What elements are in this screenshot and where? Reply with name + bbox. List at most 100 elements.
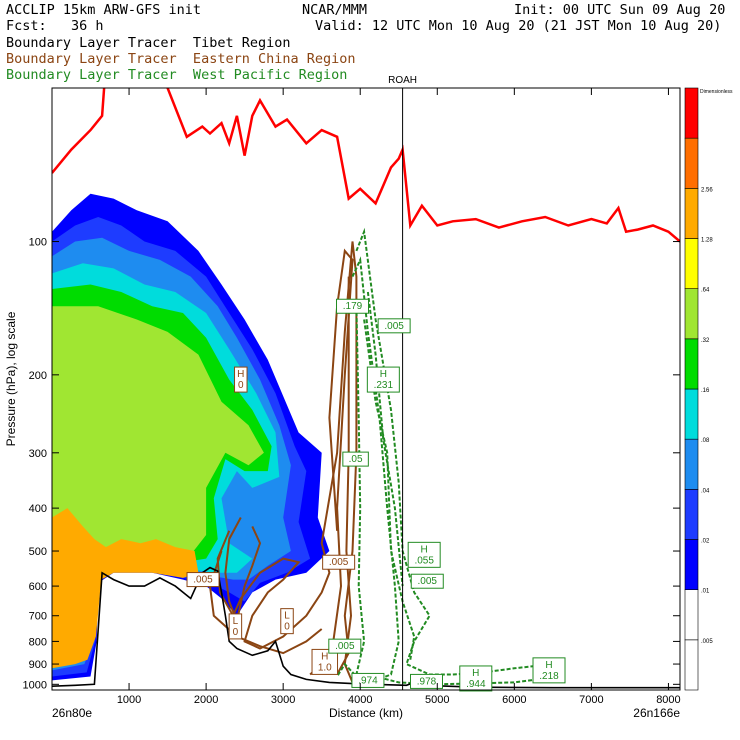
contour-label-text: .231 bbox=[374, 380, 394, 391]
x-tick-label: 4000 bbox=[348, 694, 372, 706]
contour-label-text: .055 bbox=[414, 555, 434, 566]
colorbar-segment bbox=[684, 137, 699, 189]
colorbar-segment bbox=[684, 288, 699, 340]
contour-label-text: .005 bbox=[418, 576, 438, 587]
x-tick-label: 3000 bbox=[271, 694, 295, 706]
contour-label-text: H bbox=[545, 660, 552, 671]
contour-label-1: L0 bbox=[228, 613, 243, 640]
contour-label-text: 0 bbox=[238, 380, 244, 391]
contour-label-text: H bbox=[421, 544, 428, 555]
x-start-label: 26n80e bbox=[52, 706, 92, 720]
tracer-legend-pacific: Boundary Layer Tracer West Pacific Regio… bbox=[6, 67, 348, 83]
field-level-6 bbox=[52, 508, 199, 669]
contour-label-9: .05 bbox=[342, 451, 369, 467]
tropopause bbox=[52, 88, 680, 243]
colorbar: .005 .01 .02 .04 .08 .16 .32 .64 1.28 2.56 Dimensi… bbox=[684, 87, 733, 691]
contour-label-text: 1.0 bbox=[318, 662, 332, 673]
contour-label-5: H1.0 bbox=[311, 648, 339, 675]
contour-label-text: L bbox=[284, 611, 290, 622]
marker-label: ROAH bbox=[388, 75, 417, 86]
x-axis-label: Distance (km) bbox=[329, 706, 403, 720]
x-tick-label: 8000 bbox=[656, 694, 680, 706]
y-tick-label: 700 bbox=[29, 611, 47, 623]
contour-label-text: H bbox=[380, 369, 387, 380]
contour-labels: H0L0L0.005.005H1.0.179.005H.231.05H.055.… bbox=[186, 298, 566, 692]
location-marker: ROAH bbox=[388, 75, 417, 690]
contour-label-13: .974 bbox=[351, 672, 385, 688]
contour-label-text: .179 bbox=[343, 301, 363, 312]
colorbar-label: 2.56 bbox=[701, 187, 713, 193]
contour-label-text: .005 bbox=[329, 557, 349, 568]
colorbar-segment bbox=[684, 489, 699, 540]
y-tick-label: 600 bbox=[29, 581, 47, 593]
valid-time: Valid: 12 UTC Mon 10 Aug 20 (21 JST Mon … bbox=[315, 18, 722, 34]
contour-label-text: .005 bbox=[335, 641, 355, 652]
contour-label-7: .005 bbox=[377, 318, 411, 334]
contour-label-8: H.231 bbox=[366, 366, 400, 393]
pacific-contour-4 bbox=[366, 291, 404, 587]
y-tick-label: 200 bbox=[29, 370, 47, 382]
y-tick-label: 1000 bbox=[23, 679, 47, 691]
y-tick-label: 400 bbox=[29, 503, 47, 515]
contour-label-text: H bbox=[321, 651, 328, 662]
colorbar-segment bbox=[684, 188, 699, 239]
institution-label: NCAR/MMM bbox=[302, 2, 368, 18]
colorbar-label: 1.28 bbox=[701, 238, 713, 244]
y-tick-label: 800 bbox=[29, 636, 47, 648]
x-tick-label: 1000 bbox=[117, 694, 141, 706]
colorbar-label: .32 bbox=[701, 338, 710, 344]
contour-label-11: .005 bbox=[410, 573, 444, 589]
contour-label-text: H bbox=[237, 369, 244, 380]
contour-label-0: H0 bbox=[234, 366, 248, 393]
contour-label-text: H bbox=[472, 668, 479, 679]
tracer-legend-china: Boundary Layer Tracer Eastern China Regi… bbox=[6, 51, 356, 67]
x-tick-label: 7000 bbox=[579, 694, 603, 706]
colorbar-label: .04 bbox=[701, 488, 710, 494]
y-axis-label: Pressure (hPa), log scale bbox=[4, 311, 18, 446]
contour-label-text: .218 bbox=[539, 671, 559, 682]
contour-label-6: .179 bbox=[336, 298, 370, 314]
colorbar-label: .01 bbox=[701, 589, 710, 595]
colorbar-segment bbox=[684, 438, 699, 490]
colorbar-segment bbox=[684, 639, 699, 691]
contour-label-15: H.944 bbox=[459, 665, 493, 692]
china-contour-3 bbox=[208, 550, 323, 655]
x-tick-label: 2000 bbox=[194, 694, 218, 706]
colorbar-segment bbox=[684, 539, 699, 590]
tracer-legend-tibet: Boundary Layer Tracer Tibet Region bbox=[6, 35, 291, 51]
init-time: Init: 00 UTC Sun 09 Aug 20 bbox=[514, 2, 726, 18]
contour-label-text: .05 bbox=[349, 454, 363, 465]
pacific-contour-3 bbox=[355, 306, 366, 675]
contour-label-text: L bbox=[233, 616, 239, 627]
terrain bbox=[52, 566, 680, 689]
contour-label-text: .944 bbox=[466, 679, 486, 690]
y-tick-label: 100 bbox=[29, 237, 47, 249]
contour-label-text: .005 bbox=[193, 575, 213, 586]
contour-label-4: .005 bbox=[322, 554, 356, 570]
contour-label-2: L0 bbox=[280, 608, 294, 635]
contour-label-text: 0 bbox=[284, 622, 290, 633]
colorbar-label: .02 bbox=[701, 539, 710, 545]
colorbar-title: Dimensionless bbox=[700, 89, 733, 95]
contour-label-3: .005 bbox=[186, 572, 220, 588]
forecast-hour: Fcst: 36 h bbox=[6, 18, 104, 34]
contour-label-text: 0 bbox=[233, 627, 239, 638]
colorbar-segment bbox=[684, 589, 699, 641]
contour-label-16: H.218 bbox=[532, 657, 566, 684]
contour-label-text: .974 bbox=[358, 675, 378, 686]
x-tick-label: 6000 bbox=[502, 694, 526, 706]
x-end-label: 26n166e bbox=[633, 706, 680, 720]
pacific-contour-0 bbox=[355, 227, 563, 686]
run-title: ACCLIP 15km ARW-GFS init bbox=[6, 2, 202, 18]
colorbar-segment bbox=[684, 238, 699, 289]
y-tick-label: 900 bbox=[29, 659, 47, 671]
colorbar-segment bbox=[684, 87, 699, 139]
x-tick-label: 5000 bbox=[425, 694, 449, 706]
china-contour-1 bbox=[216, 241, 358, 675]
contour-label-text: .005 bbox=[384, 321, 404, 332]
tibet-tracer-field bbox=[52, 193, 330, 681]
contour-label-text: .978 bbox=[417, 676, 437, 687]
colorbar-label: .64 bbox=[701, 288, 710, 294]
plot-frame bbox=[51, 87, 681, 691]
